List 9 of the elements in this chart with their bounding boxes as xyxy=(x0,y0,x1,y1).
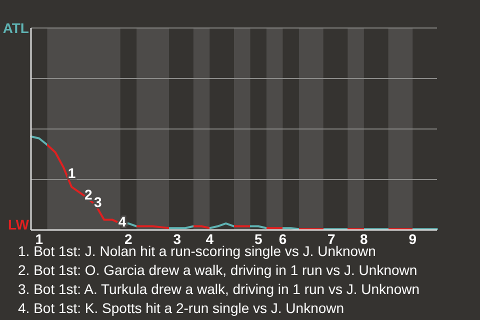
annotation: 3 xyxy=(94,194,102,210)
text: 2. Bot 1st: O. Garcia drew a walk, driving in 1 run vs J. Unknown xyxy=(18,262,418,278)
annotation: 2 xyxy=(84,186,93,202)
text: 4. Bot 1st: K. Spotts hit a 2-run single vs J. Unknown xyxy=(18,300,344,316)
text: 3. Bot 1st: A. Turkula drew a walk, driving in 1 run vs J. Unknown xyxy=(18,281,420,297)
text: ATL xyxy=(2,20,30,36)
x-tick-label: 9 xyxy=(408,231,417,247)
annotation: 1 xyxy=(68,164,76,181)
text: LW xyxy=(8,216,30,232)
